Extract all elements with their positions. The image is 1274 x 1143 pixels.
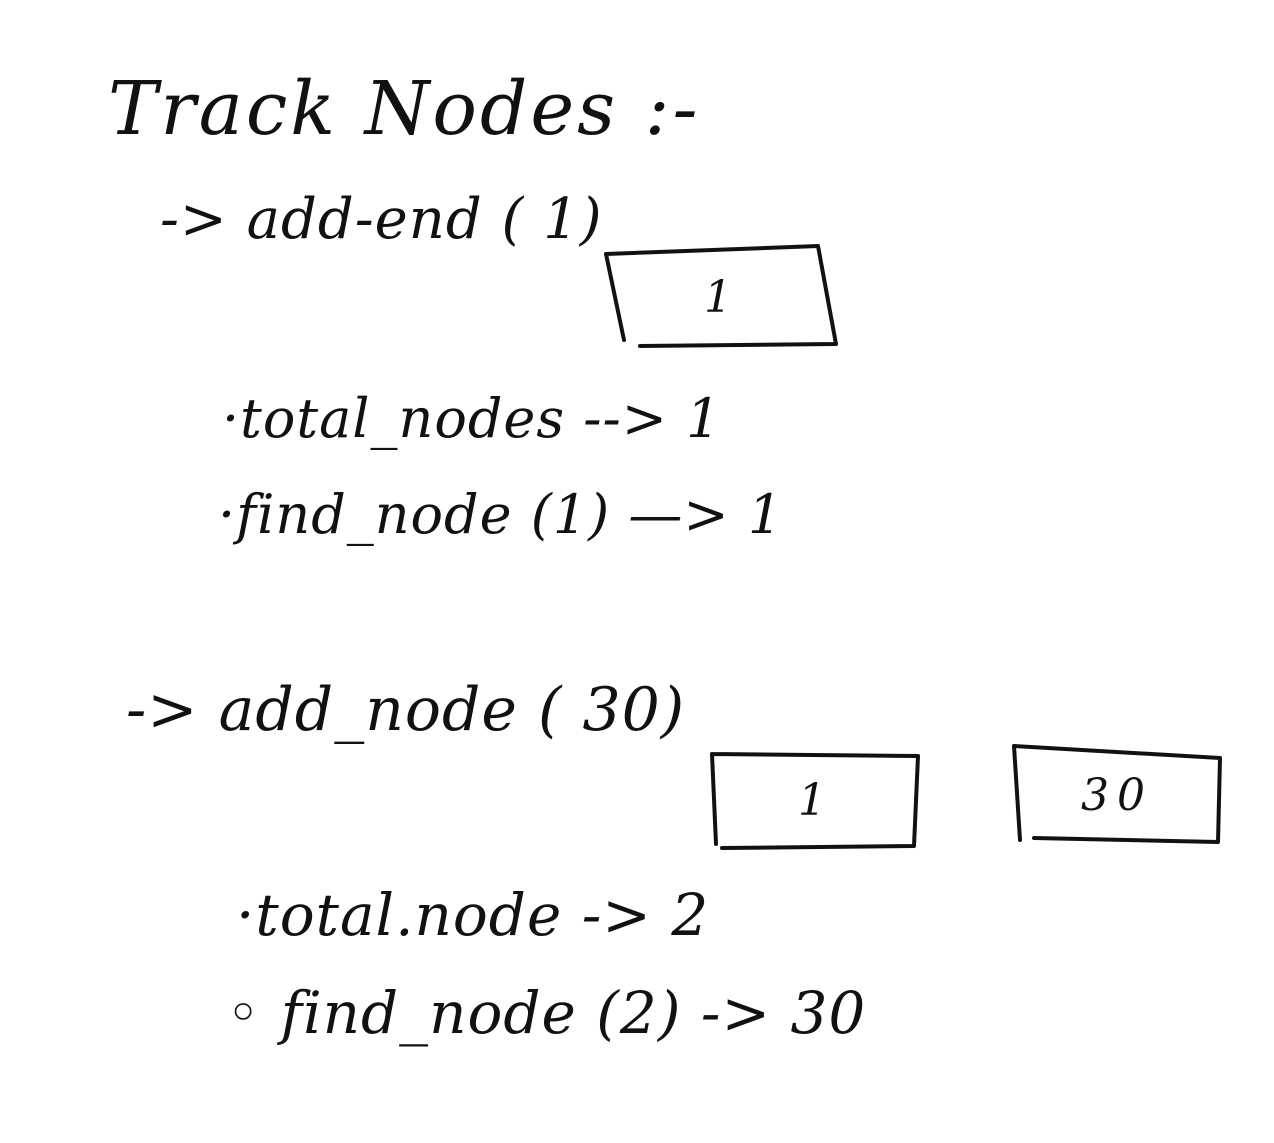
node-box: 30 (1010, 744, 1224, 846)
node-box-outline (710, 752, 920, 850)
node-box: 1 (710, 750, 922, 850)
add-node-operation: -> add_node ( 30) (126, 675, 686, 745)
node-box-outline (1012, 744, 1222, 844)
find-node-line: ◦ find_node (2) -> 30 (226, 979, 867, 1047)
node-value: 1 (704, 271, 740, 323)
node-box-outline (604, 244, 838, 348)
node-value: 1 (798, 774, 834, 826)
node-box: 1 (604, 244, 840, 350)
page-title: Track Nodes :- (108, 66, 701, 152)
add-end-operation: -> add-end ( 1) (160, 187, 603, 252)
total-nodes-line: ·total_nodes --> 1 (222, 387, 722, 450)
find-node-line: ·find_node (1) —> 1 (218, 483, 784, 546)
total-node-line: ·total.node -> 2 (236, 881, 710, 949)
node-value: 30 (1081, 769, 1153, 821)
